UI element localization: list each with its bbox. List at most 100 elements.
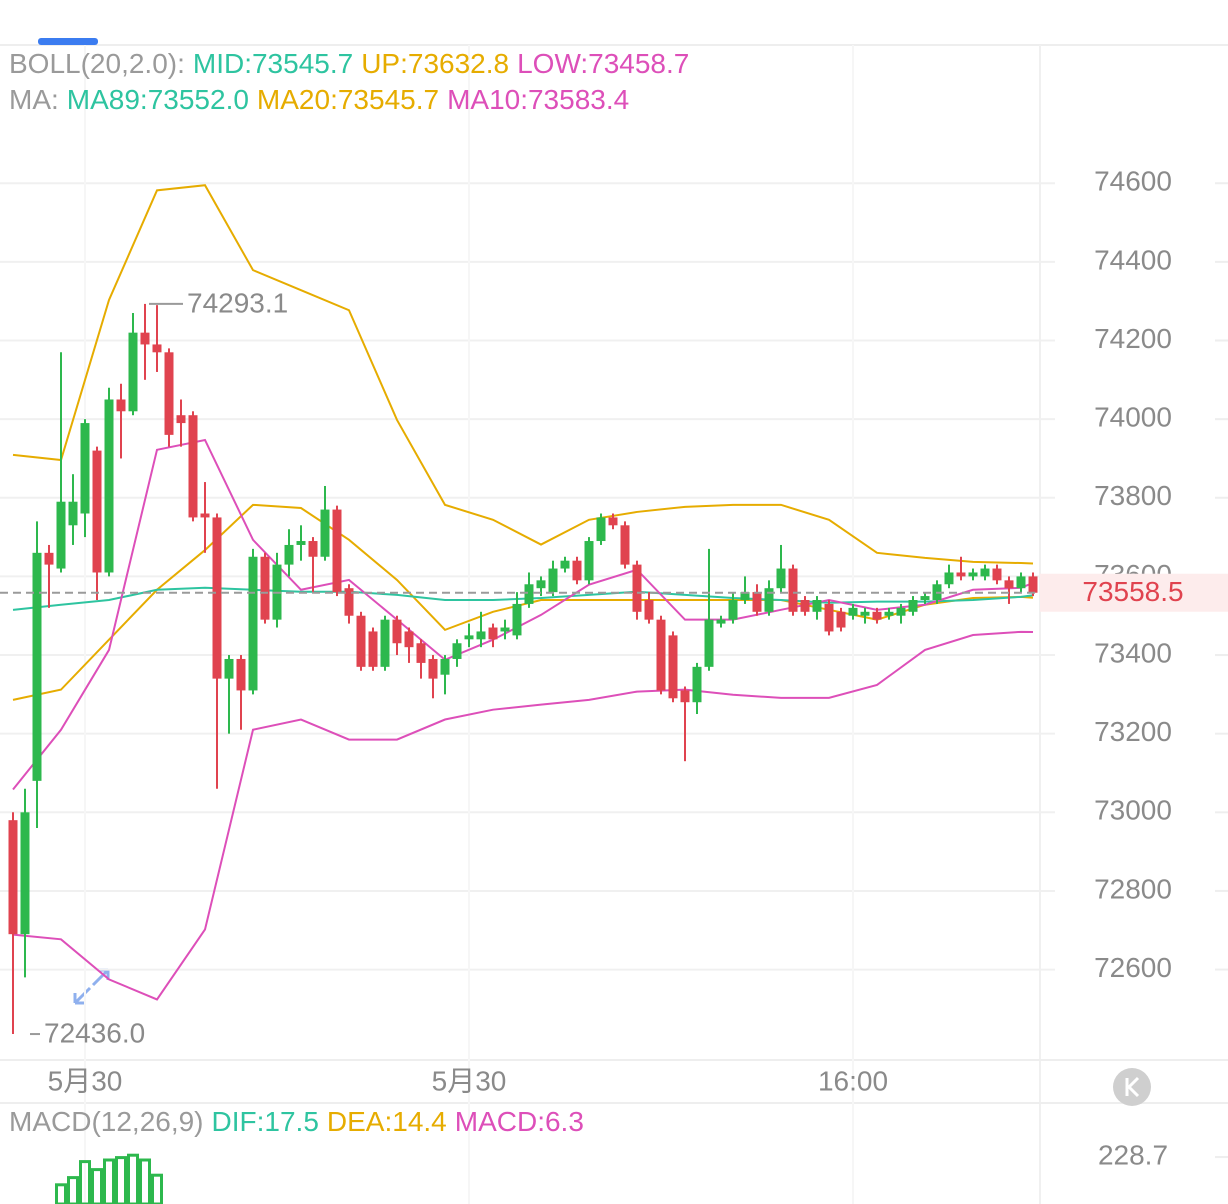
candle-body <box>680 690 690 703</box>
candle-body <box>200 513 210 518</box>
y-tick-label: 73400 <box>1094 637 1172 668</box>
candle-body <box>536 580 546 589</box>
candle-body <box>116 399 126 412</box>
y-tick-label: 72800 <box>1094 873 1172 904</box>
legend-entry: MA: <box>9 84 59 115</box>
candle-body <box>584 541 594 581</box>
y-tick-label: 74000 <box>1094 402 1172 433</box>
candle-body <box>572 560 582 581</box>
ma-legend: MA: MA89:73552.0 MA20:73545.7 MA10:73583.4 <box>9 84 629 116</box>
candle-body <box>644 600 654 620</box>
legend-entry: MID:73545.7 <box>192 48 354 79</box>
candle-body <box>56 501 66 569</box>
candle-body <box>944 572 954 585</box>
candle-body <box>92 450 102 573</box>
candle-body <box>1016 576 1026 589</box>
candle-body <box>776 568 786 589</box>
candle-body <box>332 509 342 593</box>
candle-body <box>128 332 138 412</box>
y-tick-label: 74600 <box>1094 166 1172 197</box>
candle-body <box>188 415 198 518</box>
last-price-label: 73558.5 <box>1082 576 1183 607</box>
candle-body <box>68 501 78 526</box>
candle-body <box>104 399 114 573</box>
candle-body <box>920 596 930 600</box>
macd-bar <box>103 1158 115 1204</box>
candle-body <box>620 525 630 565</box>
y-tick-label: 228.7 <box>1098 1139 1168 1170</box>
candle-body <box>236 658 246 691</box>
candle-body <box>1028 576 1038 593</box>
x-tick-label: 16:00 <box>818 1065 888 1096</box>
button-icon <box>1125 1076 1140 1098</box>
candle-body <box>176 415 186 424</box>
x-tick-label: 5月30 <box>48 1065 123 1096</box>
candle-body <box>260 556 270 620</box>
macd-bar <box>67 1176 79 1204</box>
candle-body <box>656 619 666 691</box>
candle-body <box>212 517 222 679</box>
y-tick-label: 72600 <box>1094 952 1172 983</box>
legend-entry: MA20:73545.7 <box>256 84 440 115</box>
candle-body <box>860 611 870 616</box>
candle-body <box>956 572 966 577</box>
candle-body <box>404 631 414 648</box>
candle-body <box>344 588 354 616</box>
macd-bar <box>139 1158 151 1204</box>
last-price-box <box>1040 573 1228 612</box>
candle-body <box>392 619 402 644</box>
candle-body <box>968 572 978 577</box>
candle-body <box>308 541 318 557</box>
candle-body <box>560 560 570 569</box>
candle-body <box>632 564 642 612</box>
legend-entry: MACD:6.3 <box>454 1106 584 1137</box>
candle-body <box>884 611 894 616</box>
macd-bar <box>127 1153 139 1204</box>
candle-body <box>284 544 294 565</box>
legend-entry: MA89:73552.0 <box>66 84 249 115</box>
legend-entry: MACD(12,26,9) <box>9 1106 204 1137</box>
candle-body <box>440 658 450 675</box>
indicator-line <box>12 184 1034 565</box>
candle-body <box>824 603 834 632</box>
expand-icon[interactable] <box>73 968 110 1005</box>
candle-body <box>164 352 174 435</box>
macd-bar <box>91 1168 103 1204</box>
candle-body <box>752 592 762 612</box>
candle-body <box>896 607 906 616</box>
macd-bar <box>55 1183 67 1204</box>
y-tick-label: 73000 <box>1094 795 1172 826</box>
legend-entry: DEA:14.4 <box>326 1106 447 1137</box>
y-tick-label: 74400 <box>1094 244 1172 275</box>
candle-body <box>44 552 54 565</box>
candle-body <box>704 619 714 667</box>
candle-body <box>980 568 990 577</box>
indicator-line <box>12 586 1034 611</box>
candle-body <box>368 631 378 667</box>
candle-body <box>140 332 150 345</box>
scroll-latest-button[interactable] <box>1113 1068 1151 1106</box>
candle-body <box>836 611 846 628</box>
candle-body <box>488 627 498 640</box>
candle-body <box>416 643 426 663</box>
candle-body <box>452 643 462 659</box>
candle-body <box>788 568 798 612</box>
candle-body <box>668 635 678 699</box>
high-annotation: 74293.1 <box>187 287 288 318</box>
candle-body <box>1004 580 1014 589</box>
y-tick-label: 74200 <box>1094 323 1172 354</box>
candle-body <box>8 820 18 935</box>
candle-body <box>248 556 258 691</box>
candle-body <box>320 509 330 557</box>
candle-body <box>512 603 522 636</box>
y-tick-label: 73200 <box>1094 716 1172 747</box>
candle-body <box>764 588 774 612</box>
legend-entry: BOLL(20,2.0): <box>9 48 185 79</box>
candle-body <box>20 812 30 935</box>
candle-body <box>380 619 390 667</box>
candle-body <box>464 635 474 640</box>
candle-body <box>728 600 738 620</box>
candle-body <box>608 517 618 526</box>
